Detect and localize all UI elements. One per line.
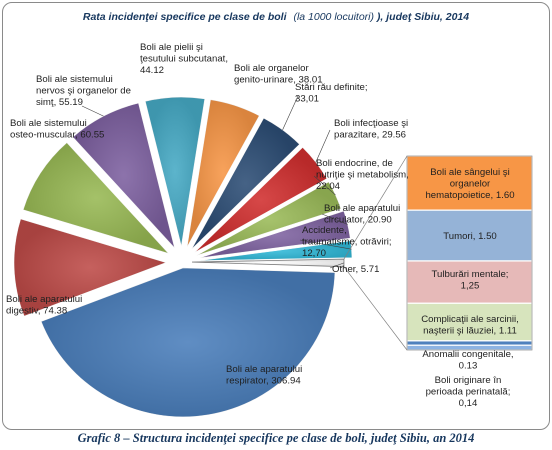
slice-label: Boli infecţioase şi parazitare, 29.56 bbox=[334, 118, 408, 141]
bar-segment-label: Tulburări mentale; 1,25 bbox=[432, 269, 509, 292]
bar-segment bbox=[406, 302, 533, 342]
other-breakdown-bar bbox=[343, 155, 533, 351]
slice-label-line: respirator, 306.94 bbox=[226, 376, 301, 387]
leader-line bbox=[299, 239, 352, 250]
pie-chart: Rata incidenţei specifice pe clase de bo… bbox=[6, 11, 533, 418]
bar-connector-line bbox=[343, 155, 408, 260]
slice-label-line: Other, 5.71 bbox=[332, 264, 379, 275]
leader-lines bbox=[81, 95, 352, 269]
bar-segment-label: Anomalii congenitale, 0.13 bbox=[422, 349, 513, 372]
slice-label-line: Boli ale aparatului bbox=[6, 294, 82, 305]
slice-label: Stări rău definite; 33,01 bbox=[295, 82, 368, 105]
bar-segment-label-line: 1,25 bbox=[461, 281, 480, 292]
slice-label-line: Boli ale sistemului bbox=[10, 118, 87, 129]
slice-label-line: Boli ale organelor bbox=[234, 63, 309, 74]
slice-label-line: traumatisme, otrăviri; bbox=[302, 237, 392, 248]
slice-label-line: Boli ale pielii şi bbox=[140, 42, 203, 53]
leader-line bbox=[315, 129, 331, 163]
slice-label: Boli ale aparatului respirator, 306.94 bbox=[226, 364, 302, 387]
slice-label-line: nervos şi organelor de bbox=[36, 86, 131, 97]
bar-segment-label: Boli originare în perioada perinatală; 0,1… bbox=[426, 375, 511, 409]
chart-title-unit: (la 1000 locuitori) bbox=[293, 11, 374, 23]
slice-label-line: nutriţie şi metabolism, bbox=[316, 170, 409, 181]
bar-segment-label-line: Anomalii congenitale, bbox=[422, 349, 513, 360]
bar-segment-label-line: perioada perinatală; bbox=[426, 387, 511, 398]
slice-label-line: osteo-muscular, 60.55 bbox=[10, 130, 104, 141]
leader-line bbox=[313, 175, 336, 196]
bar-segment-label-line: organelor bbox=[450, 179, 491, 190]
slice-label-line: digestiv, 74.38 bbox=[6, 306, 67, 317]
data-labels: Boli ale aparatului respirator, 306.94Bol… bbox=[6, 42, 519, 409]
bar-segment-label-line: 0.13 bbox=[459, 361, 478, 372]
slice-label-line: Boli ale aparatului bbox=[226, 364, 302, 375]
bar-segment-label: Boli ale sângelui şi organelor hematopoiet… bbox=[425, 167, 514, 201]
leader-line bbox=[321, 213, 348, 225]
slice-label-line: 33,01 bbox=[295, 94, 319, 105]
bar-segment-label-line: Tulburări mentale; bbox=[432, 269, 509, 280]
slice-label-line: 22.04 bbox=[316, 181, 341, 192]
bar-segment-label: Tumori, 1.50 bbox=[443, 231, 497, 242]
bar-segment-label-line: Boli ale sângelui şi bbox=[430, 167, 509, 178]
slice-label: Boli ale organelor genito-urinare, 38.01 bbox=[234, 63, 323, 86]
slice-label: Boli ale pielii şi ţesutului subcutanat, 4… bbox=[140, 42, 228, 76]
chart-title-prefix: Rata incidenţei specifice pe clase de bo… bbox=[83, 11, 288, 23]
chart-title: Rata incidenţei specifice pe clase de bo… bbox=[83, 11, 469, 23]
slice-label-line: parazitare, 29.56 bbox=[334, 130, 406, 141]
figure-caption: Grafic 8 – Structura incidenţei specific… bbox=[77, 431, 475, 445]
slice-label-line: Boli ale sistemului bbox=[36, 74, 113, 85]
slice-label: Boli ale aparatului digestiv, 74.38 bbox=[6, 294, 82, 317]
bar-segment-label-line: Complicaţii ale sarcinii, bbox=[421, 314, 519, 325]
slice-label-line: Boli ale aparatului bbox=[324, 203, 400, 214]
slice-label-line: Stări rău definite; bbox=[295, 82, 368, 93]
slice-label: Boli ale aparatului circulator, 20.90 bbox=[324, 203, 400, 226]
slice-label-line: Boli infecţioase şi bbox=[334, 118, 408, 129]
slice-label: Boli ale sistemului nervos şi organelor d… bbox=[36, 74, 131, 108]
slice-label: Boli ale sistemului osteo-muscular, 60.55 bbox=[10, 118, 104, 141]
bar-segment bbox=[406, 155, 533, 211]
bar-segment-label-line: hematopoietice, 1.60 bbox=[425, 190, 514, 201]
bar-segment-label-line: Tumori, 1.50 bbox=[443, 231, 497, 242]
slice-label: Accidente, traumatisme, otrăviri; 12,70 bbox=[302, 225, 392, 259]
bar-segment bbox=[406, 209, 533, 262]
slice-label-line: Accidente, bbox=[302, 225, 347, 236]
bar-border bbox=[406, 155, 533, 351]
leader-line bbox=[81, 105, 104, 117]
bar-segment-label-line: 0,14 bbox=[459, 398, 478, 409]
slice-label-line: genito-urinare, 38.01 bbox=[234, 75, 323, 86]
leader-line bbox=[329, 262, 345, 269]
bar-segment-label-line: naşterii şi lăuziei, 1.11 bbox=[423, 326, 517, 337]
bar-segment bbox=[406, 340, 533, 346]
leader-line bbox=[282, 95, 299, 131]
slice-label-line: circulator, 20.90 bbox=[324, 215, 392, 226]
bar-connector-line bbox=[343, 266, 408, 351]
bar-segment-label-line: Boli originare în bbox=[435, 375, 502, 386]
bar-segment bbox=[406, 260, 533, 304]
slice-label-line: simţ, 55.19 bbox=[36, 97, 83, 108]
chart-title-suffix: ), judeţ Sibiu, 2014 bbox=[376, 11, 469, 23]
slice-label: Other, 5.71 bbox=[332, 264, 379, 275]
slice-label-line: Boli endocrine, de bbox=[316, 158, 393, 169]
bar-segment-label: Complicaţii ale sarcinii, naşterii şi lău… bbox=[421, 314, 519, 337]
slice-label-line: ţesutului subcutanat, bbox=[140, 54, 228, 65]
slice-label-line: 44.12 bbox=[140, 65, 164, 76]
slice-label-line: 12,70 bbox=[302, 248, 326, 259]
slice-label: Boli endocrine, de nutriţie şi metabolism… bbox=[316, 158, 409, 192]
